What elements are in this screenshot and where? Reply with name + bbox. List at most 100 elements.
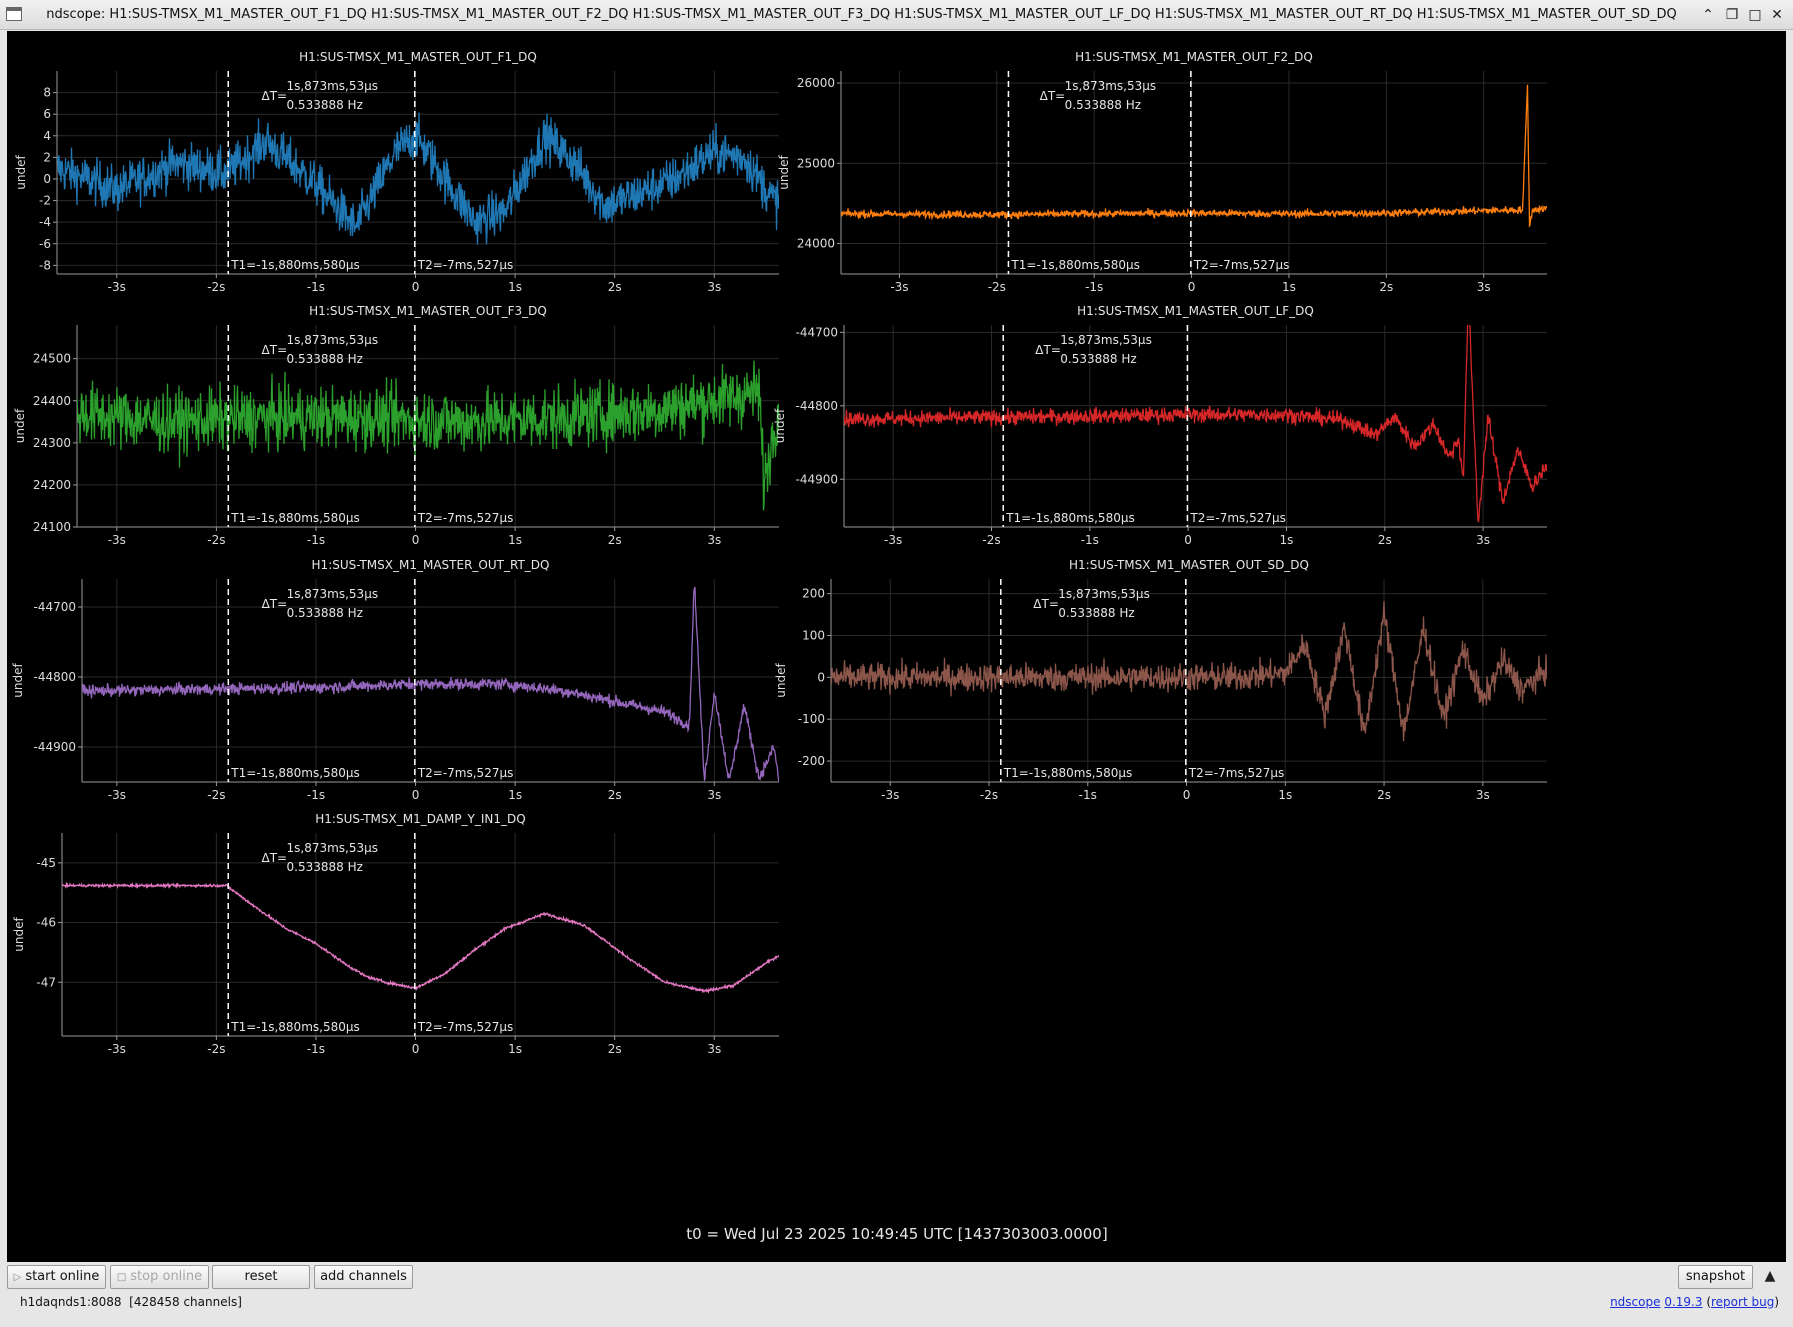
- x-tick-label: -3s: [108, 1042, 126, 1056]
- stop-online-label: stop online: [130, 1269, 203, 1284]
- delta-t-time: 1s,873ms,53μs: [287, 841, 379, 855]
- plot-7[interactable]: -3s -2s -1s 0 1s 2s 3s -47 -46 -45 H1:SUS-TMSX_M1_…: [12, 812, 779, 1056]
- report-bug-link[interactable]: report bug: [1711, 1295, 1775, 1309]
- y-tick-label: 0: [817, 670, 825, 684]
- plot-3[interactable]: -3s -2s -1s 0 1s 2s 3s 24100 24200 24300 24400 2450…: [13, 304, 779, 547]
- y-tick-label: 200: [802, 587, 825, 601]
- bottom-toolbar: ▷ start online □ stop online reset add cha…: [0, 1262, 1793, 1327]
- y-tick-label: -46: [36, 916, 56, 930]
- t2-label: T2=-7ms,527μs: [1189, 511, 1286, 525]
- plots-canvas[interactable]: -3s -2s -1s 0 1s 2s 3s -8 -6 -4 -2 0 2 4 6 8 H1:SUS-TMSX…: [7, 31, 1786, 1262]
- y-tick-label: -45: [36, 856, 56, 870]
- x-tick-label: -3s: [890, 280, 908, 294]
- version-link[interactable]: 0.19.3: [1664, 1295, 1703, 1309]
- stop-online-button: □ stop online: [110, 1265, 209, 1289]
- t1-label: T1=-1s,880ms,580μs: [230, 258, 360, 272]
- delta-t-freq: 0.533888 Hz: [287, 606, 363, 620]
- series-trace: [62, 881, 779, 994]
- x-tick-label: -3s: [884, 533, 902, 547]
- y-tick-label: 24400: [33, 394, 71, 408]
- start-online-button[interactable]: ▷ start online: [7, 1265, 106, 1289]
- x-tick-label: 0: [412, 1042, 420, 1056]
- x-tick-label: 3s: [1477, 280, 1491, 294]
- y-axis-label: undef: [14, 155, 28, 190]
- plot-5[interactable]: -3s -2s -1s 0 1s 2s 3s -44900 -44800 -44700 H1:SUS…: [11, 558, 779, 802]
- y-tick-label: 24100: [33, 520, 71, 534]
- delta-t-freq: 0.533888 Hz: [1060, 352, 1136, 366]
- y-tick-label: -8: [39, 258, 51, 272]
- t1-label: T1=-1s,880ms,580μs: [1003, 766, 1133, 780]
- delta-t-prefix: ΔT=: [1033, 597, 1059, 611]
- delta-t-time: 1s,873ms,53μs: [286, 79, 378, 93]
- delta-t-prefix: ΔT=: [262, 597, 288, 611]
- stop-icon: □: [116, 1272, 127, 1283]
- y-tick-label: -2: [39, 194, 51, 208]
- reset-button[interactable]: reset: [212, 1265, 310, 1289]
- y-tick-label: 26000: [797, 76, 835, 90]
- t1-label: T1=-1s,880ms,580μs: [230, 766, 360, 780]
- series-trace: [57, 112, 779, 245]
- y-tick-label: -6: [39, 237, 51, 251]
- scope-plot-area[interactable]: -3s -2s -1s 0 1s 2s 3s -8 -6 -4 -2 0 2 4 6 8 H1:SUS-TMSX…: [7, 31, 1786, 1262]
- expand-up-icon[interactable]: ▲: [1764, 1268, 1776, 1284]
- x-tick-label: 1s: [508, 788, 522, 802]
- y-tick-label: 24300: [33, 436, 71, 450]
- add-channels-button[interactable]: add channels: [314, 1265, 413, 1289]
- minimize-icon[interactable]: ⌃: [1702, 7, 1714, 23]
- y-tick-label: 24000: [797, 237, 835, 251]
- plot-4[interactable]: -3s -2s -1s 0 1s 2s 3s -44900 -44800 -44700 H1:SUS…: [773, 294, 1547, 548]
- delta-t-time: 1s,873ms,53μs: [1065, 79, 1157, 93]
- x-tick-label: 2s: [608, 1042, 622, 1056]
- x-tick-label: 2s: [608, 280, 622, 294]
- maximize-icon[interactable]: □: [1748, 7, 1762, 23]
- series-trace: [844, 325, 1547, 523]
- delta-t-time: 1s,873ms,53μs: [287, 587, 379, 601]
- x-tick-label: -2s: [207, 788, 225, 802]
- x-tick-label: -3s: [108, 533, 126, 547]
- delta-t-freq: 0.533888 Hz: [1065, 98, 1141, 112]
- y-tick-label: 8: [43, 86, 51, 100]
- y-axis-label: undef: [11, 663, 25, 698]
- y-axis-label: undef: [12, 917, 26, 952]
- play-icon: ▷: [13, 1272, 22, 1283]
- close-icon[interactable]: ✕: [1771, 7, 1783, 23]
- x-tick-label: -2s: [980, 788, 998, 802]
- x-tick-label: 1s: [1280, 533, 1294, 547]
- plot-1[interactable]: -3s -2s -1s 0 1s 2s 3s -8 -6 -4 -2 0 2 4 6 8 H1:SUS-TMSX…: [14, 50, 779, 294]
- delta-t-freq: 0.533888 Hz: [287, 860, 363, 874]
- y-tick-label: -47: [36, 975, 56, 989]
- t2-label: T2=-7ms,527μs: [417, 1020, 514, 1034]
- x-tick-label: 0: [1188, 280, 1196, 294]
- plot-2[interactable]: -3s -2s -1s 0 1s 2s 3s 24000 25000 26000 H1:SUS-TM…: [777, 50, 1547, 294]
- y-tick-label: -200: [798, 754, 825, 768]
- plot-title: H1:SUS-TMSX_M1_DAMP_Y_IN1_DQ: [315, 812, 525, 826]
- snapshot-button[interactable]: snapshot: [1678, 1265, 1753, 1289]
- x-tick-label: -1s: [1081, 533, 1099, 547]
- report-open-paren: (: [1702, 1295, 1711, 1309]
- restore-icon[interactable]: ❐: [1725, 7, 1739, 23]
- x-tick-label: 3s: [707, 788, 721, 802]
- y-axis-label: undef: [773, 408, 787, 443]
- t2-label: T2=-7ms,527μs: [417, 511, 514, 525]
- x-tick-label: -3s: [881, 788, 899, 802]
- x-tick-label: 0: [1183, 788, 1191, 802]
- x-tick-label: 3s: [707, 1042, 721, 1056]
- y-tick-label: -100: [798, 712, 825, 726]
- window-title: ndscope: H1:SUS-TMSX_M1_MASTER_OUT_F1_DQ…: [46, 7, 1677, 22]
- x-tick-label: -3s: [108, 280, 126, 294]
- y-tick-label: 2: [43, 150, 51, 164]
- delta-t-prefix: ΔT=: [262, 343, 288, 357]
- series-trace: [77, 360, 779, 511]
- t1-label: T1=-1s,880ms,580μs: [230, 1020, 360, 1034]
- x-tick-label: -1s: [1079, 788, 1097, 802]
- x-tick-label: -3s: [108, 788, 126, 802]
- ndscope-link[interactable]: ndscope: [1610, 1295, 1661, 1309]
- window-titlebar: ndscope: H1:SUS-TMSX_M1_MASTER_OUT_F1_DQ…: [0, 0, 1793, 30]
- x-tick-label: -1s: [307, 788, 325, 802]
- x-tick-label: 2s: [1378, 533, 1392, 547]
- t0-label: t0 = Wed Jul 23 2025 10:49:45 UTC [14373…: [686, 1225, 1107, 1243]
- x-tick-label: -2s: [207, 533, 225, 547]
- y-tick-label: 25000: [797, 156, 835, 170]
- plot-6[interactable]: -3s -2s -1s 0 1s 2s 3s -200 -100 0 100 200 H1:SUS-TM…: [774, 558, 1547, 802]
- y-tick-label: 4: [43, 129, 51, 143]
